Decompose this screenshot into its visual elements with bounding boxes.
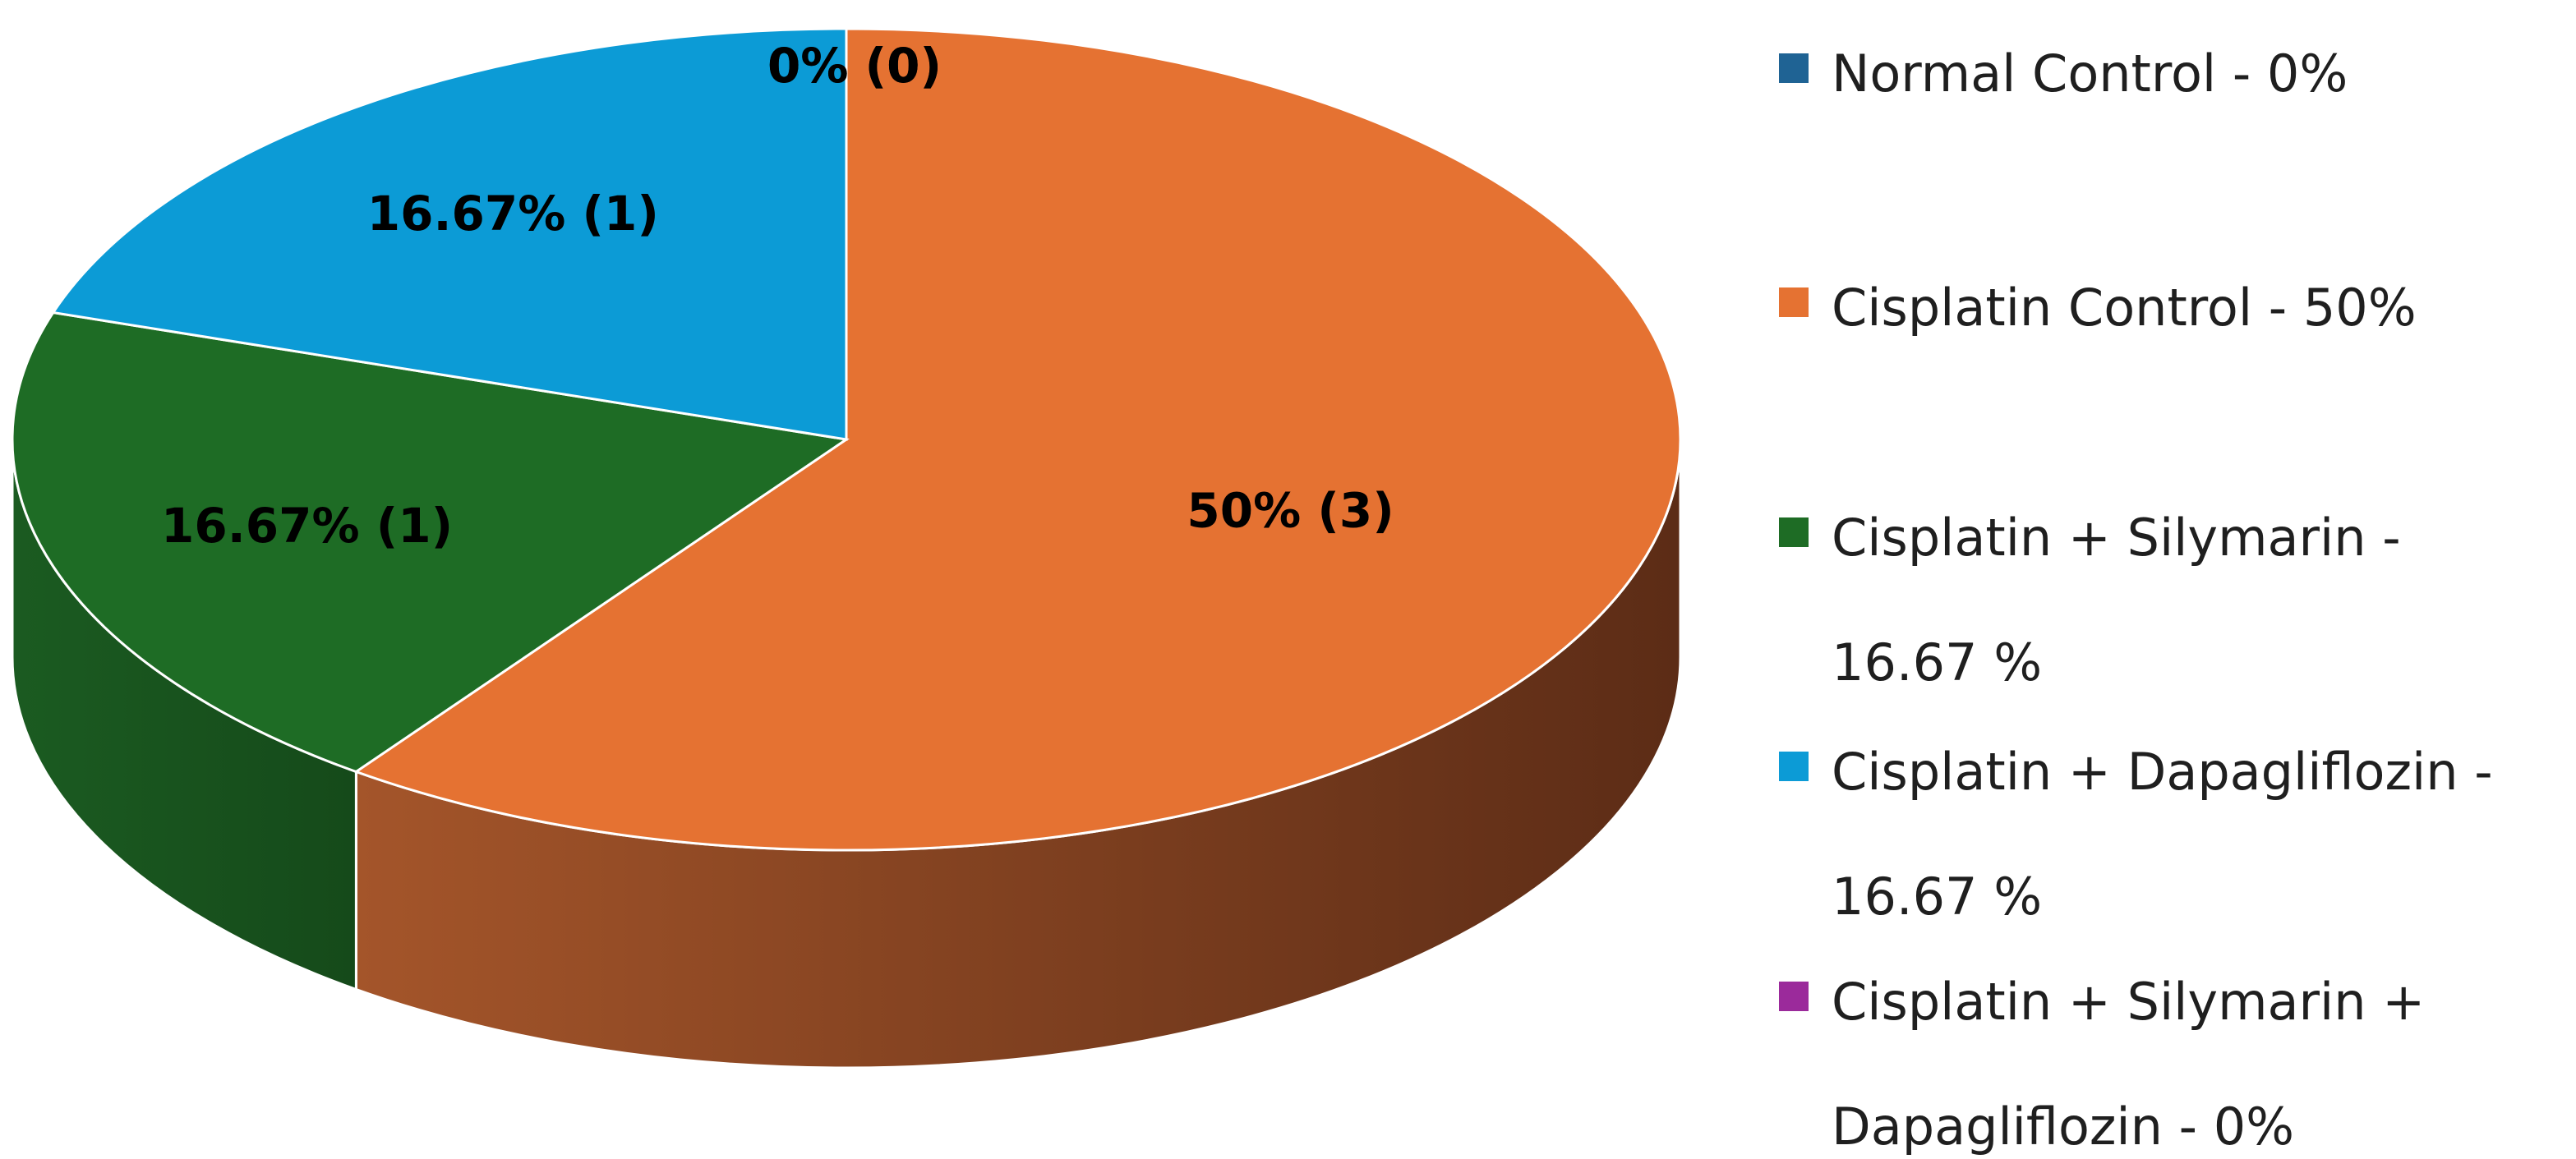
legend-label-cisplatin-silymarin-dapagliflozin-line-2: Dapagliflozin - 0%	[1832, 1097, 2294, 1157]
legend-swatch-normal-control	[1779, 53, 1809, 83]
pie-slice-cisplatin-silymarin	[11, 310, 850, 774]
legend-label-cisplatin-silymarin-dapagliflozin: Cisplatin + Silymarin +	[1832, 972, 2425, 1032]
legend-swatch-cisplatin-dapagliflozin	[1779, 752, 1809, 781]
data-labels: 0% (0)50% (3)16.67% (1)16.67% (1)0% (0)	[161, 38, 1394, 554]
pie-slice-cisplatin-dapagliflozin	[51, 27, 848, 441]
data-label-cisplatin-control: 50% (3)	[1187, 483, 1394, 539]
data-label-cisplatin-silymarin-dapagliflozin: 0% (0)	[767, 38, 942, 94]
data-label-cisplatin-dapagliflozin: 16.67% (1)	[367, 186, 659, 241]
legend: Normal Control - 0% Cisplatin Control - 5…	[1779, 44, 2493, 1157]
pie-slice-cisplatin-control	[353, 27, 1682, 852]
pie-slices	[11, 27, 1682, 852]
legend-label-normal-control: Normal Control - 0%	[1832, 44, 2348, 103]
legend-swatch-cisplatin-control	[1779, 287, 1809, 317]
legend-swatch-cisplatin-silymarin	[1779, 517, 1809, 547]
legend-swatch-cisplatin-silymarin-dapagliflozin	[1779, 982, 1809, 1011]
legend-label-cisplatin-silymarin: Cisplatin + Silymarin -	[1832, 508, 2401, 568]
legend-label-cisplatin-silymarin-line-2: 16.67 %	[1832, 632, 2042, 692]
legend-label-cisplatin-control: Cisplatin Control - 50%	[1832, 278, 2417, 338]
legend-label-cisplatin-dapagliflozin: Cisplatin + Dapagliflozin -	[1832, 742, 2493, 802]
legend-label-cisplatin-dapagliflozin-line-2: 16.67 %	[1832, 867, 2042, 927]
data-label-normal-control: 0% (0)	[767, 38, 942, 94]
data-label-cisplatin-silymarin: 16.67% (1)	[161, 498, 453, 554]
